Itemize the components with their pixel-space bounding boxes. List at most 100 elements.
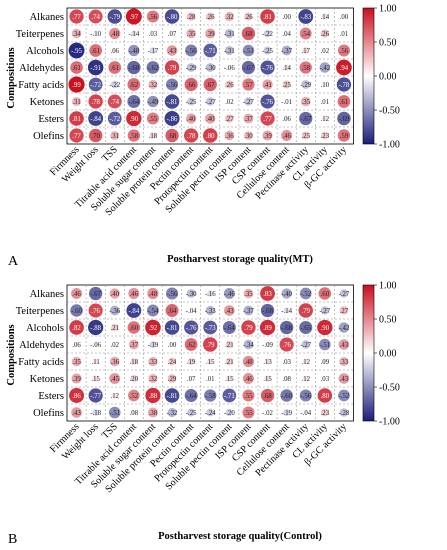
- correlation-circle: [317, 319, 333, 336]
- correlation-circle: [225, 357, 234, 366]
- correlation-value-label: .39: [72, 376, 81, 383]
- correlation-circle: [302, 358, 309, 365]
- correlation-circle: [263, 29, 272, 38]
- correlation-circle: [336, 59, 352, 76]
- correlation-value-label: -.09: [262, 342, 273, 349]
- correlation-value-label: .37: [130, 342, 139, 349]
- correlation-circle: [148, 79, 158, 90]
- correlation-value-label: .40: [187, 116, 196, 123]
- correlation-value-label: .57: [244, 82, 253, 89]
- correlation-circle: [128, 288, 140, 299]
- correlation-circle: [224, 11, 234, 22]
- correlation-circle: [299, 389, 312, 402]
- correlation-circle: [339, 306, 349, 315]
- correlation-value-label: .92: [149, 325, 158, 332]
- correlation-value-label: -.14: [128, 31, 139, 38]
- correlation-circle: [206, 12, 215, 21]
- correlation-value-label: .86: [72, 393, 81, 400]
- correlation-circle: [69, 387, 85, 404]
- correlation-value-label: .74: [91, 14, 100, 21]
- row-label: Ketones: [30, 374, 64, 385]
- correlation-circle: [281, 130, 293, 141]
- correlation-circle: [282, 80, 291, 89]
- colorbar-tick-label: 0.50: [379, 315, 397, 326]
- correlation-value-label: .29: [168, 376, 177, 383]
- correlation-value-label: .48: [244, 359, 253, 366]
- correlation-circle: [241, 60, 256, 75]
- correlation-circle: [320, 306, 330, 315]
- correlation-value-label: .32: [149, 82, 158, 89]
- correlation-value-label: .03: [282, 359, 291, 366]
- correlation-circle: [337, 95, 351, 108]
- correlation-value-label: -.32: [167, 410, 178, 417]
- correlation-value-label: .38: [149, 410, 158, 417]
- correlation-circle: [338, 339, 350, 350]
- correlation-circle: [187, 357, 195, 366]
- correlation-value-label: .12: [302, 376, 311, 383]
- correlation-value-label: .39: [263, 133, 272, 140]
- correlation-circle: [284, 116, 289, 121]
- correlation-circle: [338, 373, 350, 384]
- correlation-value-label: .12: [321, 116, 330, 123]
- correlation-circle: [164, 9, 180, 24]
- correlation-circle: [304, 410, 308, 415]
- correlation-circle: [149, 132, 157, 139]
- correlation-circle: [241, 320, 256, 335]
- correlation-value-label: .80: [321, 393, 330, 400]
- correlation-value-label: -.19: [148, 342, 159, 349]
- correlation-value-label: -.60: [281, 393, 292, 400]
- correlation-circle: [127, 129, 141, 142]
- correlation-value-label: .33: [340, 359, 349, 366]
- correlation-circle: [148, 373, 158, 384]
- correlation-circle: [71, 356, 82, 367]
- correlation-value-label: .07: [168, 31, 177, 38]
- correlation-circle: [164, 60, 180, 75]
- correlation-circle: [130, 358, 138, 365]
- correlation-circle: [107, 111, 122, 126]
- correlation-circle: [206, 97, 215, 106]
- correlation-value-label: .00: [168, 342, 177, 349]
- correlation-circle: [300, 96, 311, 107]
- correlation-circle: [338, 389, 350, 402]
- correlation-circle: [281, 288, 292, 299]
- correlation-circle: [264, 358, 271, 365]
- correlation-circle: [336, 77, 352, 92]
- correlation-value-label: .12: [302, 359, 311, 366]
- correlation-value-label: -.27: [243, 99, 254, 106]
- correlation-value-label: .55: [149, 116, 158, 123]
- correlation-circle: [69, 320, 84, 335]
- correlation-circle: [223, 288, 235, 299]
- row-label: Fatty acids: [18, 357, 64, 368]
- correlation-value-label: -.76: [262, 99, 273, 106]
- correlation-circle: [302, 47, 310, 54]
- correlation-value-label: -.01: [281, 99, 292, 106]
- correlation-circle: [262, 79, 273, 90]
- correlation-value-label: .17: [302, 48, 311, 55]
- correlation-circle: [187, 408, 196, 417]
- correlation-circle: [243, 113, 254, 124]
- correlation-value-label: .15: [225, 376, 234, 383]
- correlation-value-label: .26: [206, 14, 215, 21]
- correlation-circle: [111, 323, 119, 332]
- correlation-value-label: .04: [282, 31, 291, 38]
- correlation-value-label: -.25: [262, 48, 273, 55]
- correlation-circle: [71, 28, 82, 39]
- correlation-value-label: -.37: [243, 308, 254, 315]
- correlation-circle: [125, 8, 142, 25]
- correlation-circle: [205, 305, 215, 316]
- correlation-circle: [130, 30, 137, 37]
- correlation-value-label: .54: [302, 31, 311, 38]
- correlation-circle: [260, 60, 275, 75]
- correlation-circle: [285, 360, 289, 363]
- correlation-value-label: -.81: [167, 99, 178, 106]
- correlation-circle: [147, 287, 159, 300]
- correlation-value-label: .06: [72, 342, 81, 349]
- correlation-circle: [164, 320, 180, 335]
- correlation-circle: [224, 305, 235, 316]
- correlation-value-label: -.56: [186, 48, 197, 55]
- row-label: Fatty acids: [18, 80, 64, 91]
- correlation-value-label: .15: [91, 376, 100, 383]
- correlation-circle: [88, 111, 104, 126]
- correlation-value-label: .36: [111, 359, 120, 366]
- correlation-circle: [279, 337, 294, 352]
